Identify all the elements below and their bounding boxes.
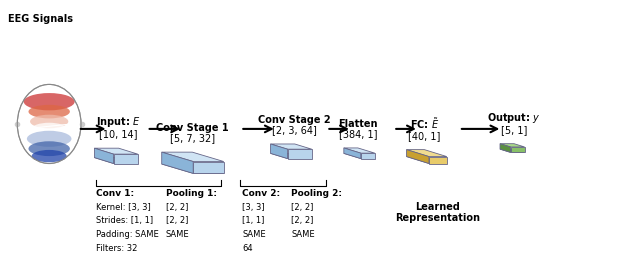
Text: [384, 1]: [384, 1]: [339, 129, 377, 138]
Polygon shape: [361, 153, 375, 159]
Polygon shape: [344, 148, 375, 153]
Text: Output: $y$: Output: $y$: [487, 110, 541, 124]
Ellipse shape: [24, 94, 75, 111]
Ellipse shape: [27, 131, 72, 147]
Polygon shape: [271, 145, 287, 159]
Text: [10, 14]: [10, 14]: [99, 129, 138, 139]
Text: SAME: SAME: [243, 229, 266, 238]
Polygon shape: [406, 150, 447, 157]
Polygon shape: [162, 164, 224, 174]
Text: [5, 7, 32]: [5, 7, 32]: [170, 133, 215, 143]
Text: Pooling 2:: Pooling 2:: [291, 188, 342, 197]
Text: SAME: SAME: [166, 229, 189, 238]
Text: [40, 1]: [40, 1]: [408, 130, 440, 140]
Polygon shape: [113, 154, 138, 164]
Text: Strides: [1, 1]: Strides: [1, 1]: [96, 216, 153, 225]
Text: Kernel: [3, 3]: Kernel: [3, 3]: [96, 202, 150, 211]
Text: EEG Signals: EEG Signals: [8, 14, 73, 24]
Polygon shape: [95, 149, 138, 154]
Ellipse shape: [31, 123, 67, 136]
Text: Flatten: Flatten: [338, 119, 378, 129]
Polygon shape: [193, 162, 224, 174]
Text: [2, 2]: [2, 2]: [291, 202, 314, 211]
Polygon shape: [406, 157, 447, 164]
Ellipse shape: [31, 150, 67, 163]
Text: [2, 2]: [2, 2]: [291, 216, 314, 225]
Polygon shape: [344, 148, 361, 159]
Text: Input: $E$: Input: $E$: [97, 115, 141, 129]
Polygon shape: [500, 144, 525, 147]
Polygon shape: [287, 150, 312, 159]
Text: Filters: 32: Filters: 32: [96, 243, 137, 252]
Text: Conv Stage 2: Conv Stage 2: [259, 115, 331, 125]
Polygon shape: [95, 149, 113, 164]
Text: [3, 3]: [3, 3]: [243, 202, 265, 211]
Ellipse shape: [28, 105, 70, 119]
Text: Conv 1:: Conv 1:: [96, 188, 134, 197]
Text: [1, 1]: [1, 1]: [243, 216, 264, 225]
Polygon shape: [95, 158, 138, 164]
Ellipse shape: [28, 142, 70, 156]
Text: Padding: SAME: Padding: SAME: [96, 229, 159, 238]
Text: [2, 2]: [2, 2]: [166, 216, 188, 225]
Polygon shape: [344, 154, 375, 159]
Text: [5, 1]: [5, 1]: [501, 124, 527, 134]
Text: [2, 2]: [2, 2]: [166, 202, 188, 211]
Text: SAME: SAME: [291, 229, 315, 238]
Text: 64: 64: [243, 243, 253, 252]
Text: FC: $\tilde{E}$: FC: $\tilde{E}$: [410, 116, 439, 130]
Polygon shape: [500, 150, 525, 153]
Polygon shape: [406, 150, 429, 164]
Polygon shape: [429, 157, 447, 164]
Ellipse shape: [17, 85, 81, 164]
Text: [2, 3, 64]: [2, 3, 64]: [273, 125, 317, 135]
Polygon shape: [511, 147, 525, 153]
Text: Conv Stage 1: Conv Stage 1: [156, 123, 228, 133]
Polygon shape: [271, 154, 312, 159]
Polygon shape: [500, 144, 511, 153]
Text: Conv 2:: Conv 2:: [243, 188, 280, 197]
Text: Learned
Representation: Learned Representation: [396, 201, 481, 222]
Polygon shape: [271, 145, 312, 150]
Polygon shape: [162, 153, 193, 174]
Ellipse shape: [30, 115, 68, 129]
Text: Pooling 1:: Pooling 1:: [166, 188, 217, 197]
Polygon shape: [162, 153, 224, 162]
